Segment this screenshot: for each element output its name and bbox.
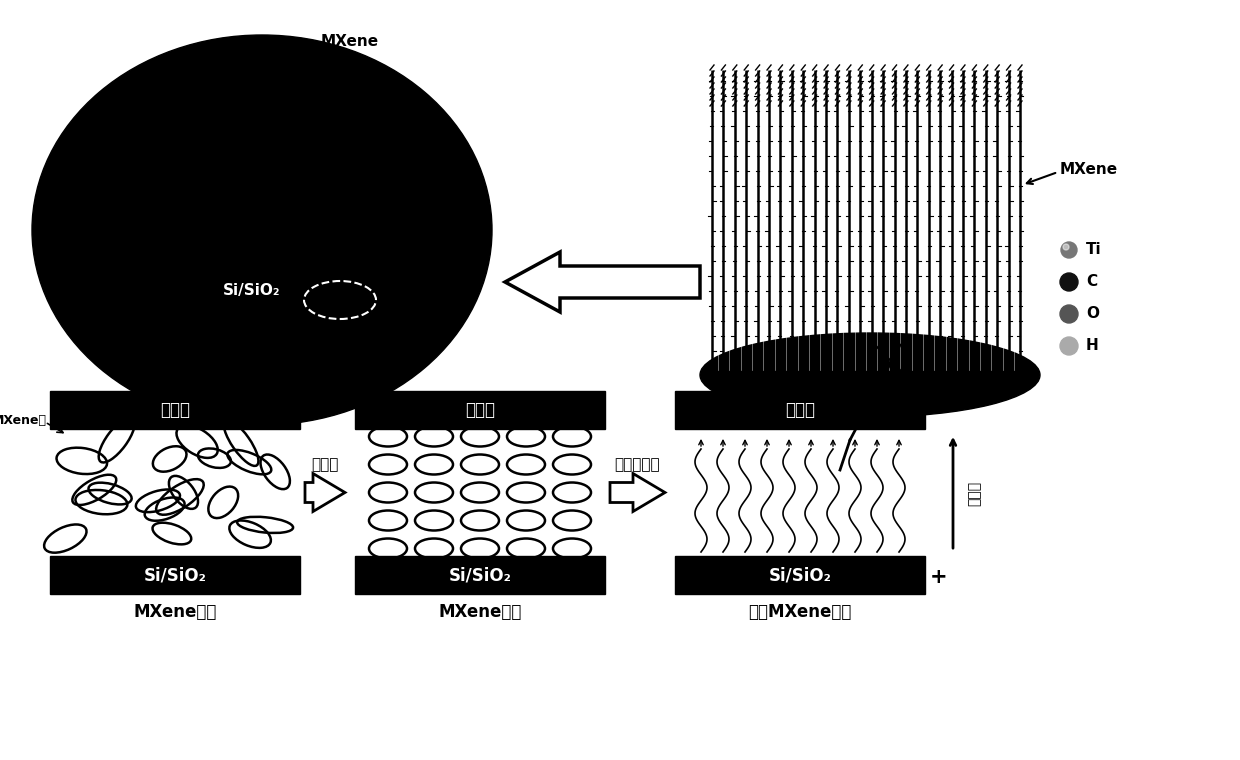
Text: 对电极: 对电极	[160, 401, 190, 419]
FancyArrow shape	[505, 252, 701, 312]
Bar	[50, 391, 300, 429]
Bar	[675, 556, 925, 594]
Ellipse shape	[32, 35, 492, 425]
Text: Si/SiO₂: Si/SiO₂	[144, 566, 206, 584]
Bar	[675, 391, 925, 429]
Text: 对电极: 对电极	[785, 401, 815, 419]
Text: H: H	[1086, 338, 1099, 353]
FancyArrow shape	[610, 473, 665, 511]
Text: MXene液晶: MXene液晶	[438, 603, 522, 621]
Text: 竖直MXene阵列: 竖直MXene阵列	[748, 603, 852, 621]
Ellipse shape	[701, 333, 1040, 417]
Text: +: +	[930, 567, 947, 587]
Text: MXene片: MXene片	[0, 413, 47, 426]
FancyArrow shape	[305, 473, 345, 511]
Circle shape	[1060, 337, 1078, 355]
Circle shape	[1061, 242, 1078, 258]
Bar	[355, 391, 605, 429]
Text: Si/SiO₂: Si/SiO₂	[449, 566, 511, 584]
Text: MXene: MXene	[1060, 163, 1118, 178]
Text: 电场变淵应: 电场变淵应	[615, 457, 661, 472]
Text: Si/SiO₂: Si/SiO₂	[854, 408, 906, 422]
Circle shape	[1060, 305, 1078, 323]
Text: 竖直MXene阵列芯片超容: 竖直MXene阵列芯片超容	[185, 358, 340, 376]
Text: -: -	[935, 398, 944, 418]
Text: C: C	[1086, 274, 1097, 290]
Text: 对电极: 对电极	[465, 401, 495, 419]
Circle shape	[1063, 244, 1069, 250]
Text: 电场强: 电场强	[967, 480, 981, 505]
Text: Si/SiO₂: Si/SiO₂	[769, 566, 832, 584]
Text: MXene溶液: MXene溶液	[134, 603, 217, 621]
Text: 液晶化: 液晶化	[311, 457, 339, 472]
Bar	[355, 556, 605, 594]
Circle shape	[1060, 273, 1078, 291]
Text: O: O	[1086, 306, 1099, 321]
Text: Ti: Ti	[1086, 242, 1101, 258]
Text: MXene: MXene	[321, 34, 379, 49]
Bar	[50, 556, 300, 594]
Text: Si/SiO₂: Si/SiO₂	[223, 283, 280, 297]
